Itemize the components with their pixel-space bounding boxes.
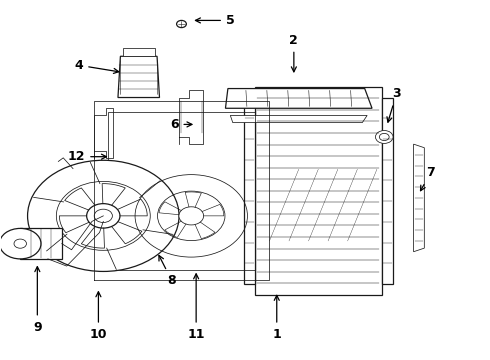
Circle shape: [14, 239, 26, 248]
Text: 7: 7: [420, 166, 435, 191]
Text: 10: 10: [90, 292, 107, 341]
Circle shape: [379, 134, 389, 140]
Bar: [382, 98, 392, 284]
Text: 11: 11: [187, 274, 205, 341]
Polygon shape: [118, 56, 159, 98]
Polygon shape: [414, 144, 424, 252]
Circle shape: [176, 21, 186, 28]
Circle shape: [94, 209, 112, 222]
Bar: [20, 228, 62, 259]
Text: 3: 3: [387, 87, 401, 122]
Text: 12: 12: [68, 150, 106, 163]
Text: 8: 8: [159, 256, 176, 287]
Text: 2: 2: [290, 33, 298, 72]
Circle shape: [179, 207, 204, 225]
Text: 5: 5: [196, 14, 235, 27]
Circle shape: [27, 160, 179, 271]
Text: 9: 9: [33, 267, 42, 333]
Bar: [123, 48, 155, 56]
Bar: [255, 87, 382, 295]
Circle shape: [375, 131, 393, 143]
Circle shape: [0, 228, 41, 259]
Polygon shape: [230, 116, 367, 123]
Bar: [244, 98, 255, 284]
Text: 6: 6: [170, 118, 192, 131]
Text: 4: 4: [74, 59, 119, 73]
Polygon shape: [225, 89, 372, 108]
Circle shape: [56, 181, 150, 250]
Circle shape: [87, 204, 120, 228]
Text: 1: 1: [272, 295, 281, 341]
Bar: [108, 112, 255, 270]
